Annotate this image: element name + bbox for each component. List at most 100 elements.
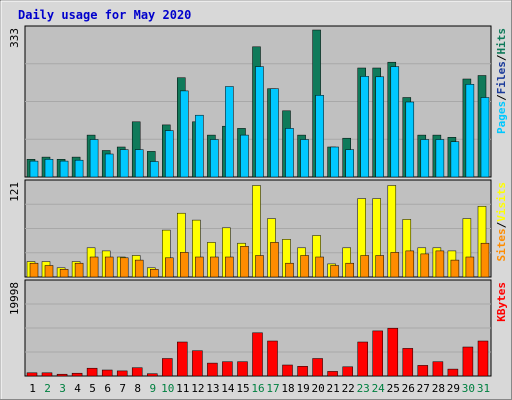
bar-files xyxy=(330,146,339,178)
bar-files xyxy=(345,149,354,178)
bar-files xyxy=(405,101,415,178)
x-tick-label: 15 xyxy=(236,382,249,395)
bar-kbytes xyxy=(56,373,68,377)
legend-entry: Visits xyxy=(495,182,508,222)
panel-middle-legend: Sites/Visits xyxy=(495,182,508,262)
bar-kbytes xyxy=(147,373,158,377)
bar-sites xyxy=(89,256,99,278)
bar-kbytes xyxy=(222,361,233,377)
bar-files xyxy=(165,130,174,178)
bar-files xyxy=(119,149,129,178)
bar-kbytes xyxy=(282,364,293,377)
bar-kbytes xyxy=(297,366,308,377)
x-tick-label: 9 xyxy=(149,382,156,395)
x-tick-label: 23 xyxy=(357,382,370,395)
bar-files xyxy=(465,84,475,178)
bar-sites xyxy=(29,262,39,278)
x-tick-label: 22 xyxy=(342,382,355,395)
x-tick-label: 18 xyxy=(281,382,294,395)
legend-entry: Sites xyxy=(495,228,508,261)
bar-files xyxy=(360,76,369,178)
bar-sites xyxy=(104,256,114,278)
bar-sites xyxy=(74,262,84,278)
bar-files xyxy=(315,95,324,178)
panel-middle: 121 Sites/Visits xyxy=(8,179,508,278)
x-tick-label: 26 xyxy=(402,382,415,395)
bar-sites xyxy=(150,269,159,278)
chart-title: Daily usage for May 2020 xyxy=(18,8,191,22)
x-tick-label: 19 xyxy=(296,382,309,395)
bar-files xyxy=(29,160,39,178)
bar-kbytes xyxy=(207,362,218,377)
x-tick-label: 8 xyxy=(134,382,141,395)
legend-entry: / xyxy=(495,94,508,101)
legend-entry: / xyxy=(495,54,508,61)
bar-files xyxy=(375,76,384,178)
bar-files xyxy=(225,86,234,178)
bar-files xyxy=(180,90,189,178)
bar-kbytes xyxy=(86,367,98,377)
bar-kbytes xyxy=(417,365,429,377)
bar-files xyxy=(300,139,309,178)
x-tick-label: 24 xyxy=(372,382,386,395)
bar-kbytes xyxy=(162,358,173,377)
bar-kbytes xyxy=(432,361,444,377)
bar-sites xyxy=(435,250,445,278)
x-tick-label: 7 xyxy=(119,382,126,395)
bar-kbytes xyxy=(387,327,399,377)
x-tick-label: 4 xyxy=(74,382,81,395)
x-tick-label: 14 xyxy=(221,382,235,395)
panel-top-legend: Pages/Files/Hits xyxy=(495,28,508,134)
x-tick-label: 12 xyxy=(191,382,204,395)
bar-sites xyxy=(345,262,354,278)
x-tick-label: 13 xyxy=(206,382,219,395)
legend-entry: Hits xyxy=(495,28,508,55)
panel-middle-ymax-label: 121 xyxy=(8,182,21,202)
x-tick-label: 30 xyxy=(462,382,475,395)
bar-kbytes xyxy=(267,340,278,377)
bar-files xyxy=(390,66,400,178)
bar-sites xyxy=(390,252,400,278)
x-tick-label: 28 xyxy=(432,382,445,395)
bar-kbytes xyxy=(372,330,383,377)
bar-kbytes xyxy=(327,371,338,377)
x-tick-label: 3 xyxy=(59,382,66,395)
bar-files xyxy=(150,161,159,178)
legend-entry: Files xyxy=(495,61,508,94)
bar-files xyxy=(240,134,249,178)
panel-top-ymax-label: 333 xyxy=(8,28,21,48)
bar-sites xyxy=(210,256,219,278)
bar-kbytes xyxy=(192,350,203,377)
bar-kbytes xyxy=(237,361,248,377)
panel-bottom: 19998 KBytes xyxy=(8,279,508,377)
x-tick-label: 1 xyxy=(29,382,36,395)
x-tick-label: 20 xyxy=(311,382,324,395)
bar-sites xyxy=(180,252,189,278)
bar-sites xyxy=(165,257,174,278)
bar-kbytes xyxy=(447,368,459,377)
x-tick-label: 11 xyxy=(176,382,189,395)
bar-files xyxy=(195,114,204,178)
bar-sites xyxy=(300,255,309,278)
bar-sites xyxy=(285,262,294,278)
x-tick-label: 25 xyxy=(387,382,400,395)
legend-entry: / xyxy=(495,221,508,228)
bar-sites xyxy=(375,255,384,278)
bar-kbytes xyxy=(312,358,323,377)
legend-entry: Pages xyxy=(495,101,508,134)
x-tick-label: 2 xyxy=(44,382,51,395)
bar-kbytes xyxy=(71,372,83,377)
bar-files xyxy=(59,160,69,178)
panel-bottom-legend: KBytes xyxy=(495,282,508,322)
bar-kbytes xyxy=(357,341,368,377)
bar-files xyxy=(134,149,144,178)
bar-files xyxy=(255,66,264,178)
bar-kbytes xyxy=(116,370,128,377)
bar-kbytes xyxy=(402,348,414,377)
bar-sites xyxy=(59,269,69,278)
x-tick-label: 31 xyxy=(477,382,490,395)
x-tick-label: 5 xyxy=(89,382,96,395)
bar-sites xyxy=(255,255,264,278)
panel-bottom-ymax-label: 19998 xyxy=(8,282,21,315)
